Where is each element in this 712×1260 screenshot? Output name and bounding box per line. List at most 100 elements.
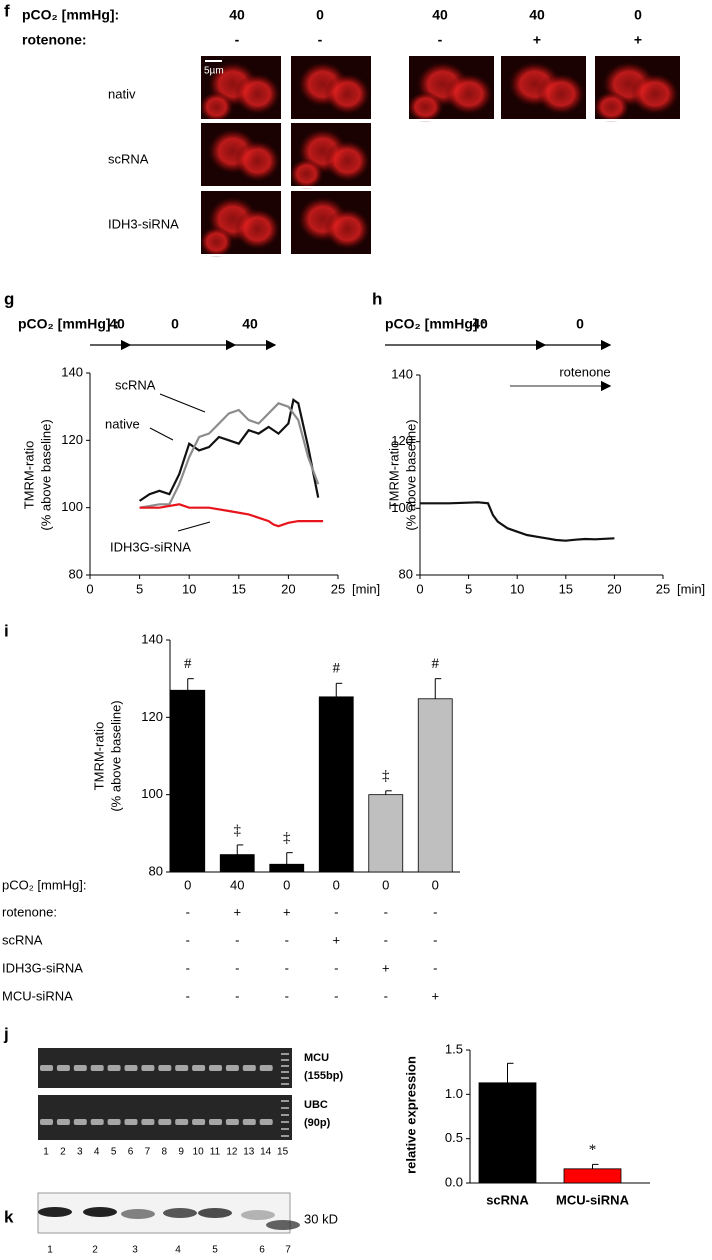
gel-band bbox=[225, 1065, 239, 1071]
lane-number: 6 bbox=[259, 1245, 265, 1256]
cell bbox=[324, 140, 371, 182]
y-axis-label: (% above baseline) bbox=[108, 700, 123, 811]
y-tick-label: 100 bbox=[61, 499, 83, 514]
lane-number: 1 bbox=[47, 1245, 53, 1256]
row-value: - bbox=[433, 960, 437, 975]
condition-value: 0 bbox=[171, 316, 179, 332]
row-value: - bbox=[433, 904, 437, 919]
gel-size: (155bp) bbox=[304, 1070, 343, 1082]
micrograph-frame bbox=[199, 54, 283, 121]
leader-line bbox=[177, 521, 211, 532]
condition-value: + bbox=[634, 32, 642, 48]
y-tick-label: 140 bbox=[61, 364, 83, 379]
lane-number: 7 bbox=[285, 1245, 291, 1256]
line-series bbox=[139, 402, 320, 509]
significance-marker: * bbox=[589, 1142, 597, 1158]
gel-band bbox=[124, 1119, 138, 1125]
bar bbox=[478, 1082, 537, 1184]
significance-marker: ‡ bbox=[283, 830, 291, 846]
x-tick-label: 20 bbox=[281, 581, 295, 596]
x-tick-label: MCU-siRNA bbox=[556, 1192, 630, 1207]
y-axis-label: TMRM-ratio bbox=[21, 441, 36, 510]
row-value: - bbox=[285, 960, 289, 975]
row-value: - bbox=[285, 988, 289, 1003]
y-tick-label: 0.5 bbox=[445, 1130, 463, 1145]
ladder-band bbox=[281, 1065, 289, 1067]
gel-band bbox=[56, 1119, 70, 1125]
condition-value: - bbox=[235, 32, 240, 48]
lane-number: 5 bbox=[111, 1147, 117, 1158]
condition-value: 0 bbox=[576, 316, 584, 332]
y-tick-label: 120 bbox=[141, 709, 163, 724]
y-tick-label: 120 bbox=[61, 432, 83, 447]
row-value: - bbox=[433, 932, 437, 947]
cell bbox=[630, 73, 680, 115]
row-value: + bbox=[431, 988, 439, 1003]
bar bbox=[318, 696, 354, 873]
cell bbox=[407, 91, 444, 123]
gel-band bbox=[90, 1065, 104, 1071]
x-axis-label: [min] bbox=[677, 581, 705, 596]
gel-band bbox=[192, 1065, 206, 1071]
significance-marker: ‡ bbox=[382, 768, 390, 784]
lane-number: 15 bbox=[277, 1147, 289, 1158]
x-tick-label: 0 bbox=[432, 877, 439, 892]
line-series bbox=[139, 503, 324, 528]
x-tick-label: 5 bbox=[465, 581, 472, 596]
scale-bar-label: 5µm bbox=[204, 66, 224, 77]
y-axis-label: TMRM-ratio bbox=[91, 722, 106, 791]
x-tick-label: 10 bbox=[510, 581, 524, 596]
row-value: - bbox=[384, 904, 388, 919]
row-value: + bbox=[382, 960, 390, 975]
y-tick-label: 80 bbox=[149, 863, 163, 878]
micrograph-frame bbox=[289, 189, 373, 256]
ladder-band bbox=[281, 1135, 289, 1137]
row-label: scRNA bbox=[108, 151, 149, 166]
condition-value: 0 bbox=[316, 7, 324, 23]
lane-number: 8 bbox=[162, 1147, 168, 1158]
row-value: + bbox=[233, 904, 241, 919]
x-tick-label: 25 bbox=[331, 581, 345, 596]
gel-size: (90p) bbox=[304, 1117, 331, 1129]
micrograph-frame bbox=[199, 189, 283, 256]
line-series bbox=[420, 501, 615, 542]
ladder-band bbox=[281, 1059, 289, 1061]
gel-label: MCU bbox=[304, 1052, 329, 1064]
condition-value: 40 bbox=[529, 7, 545, 23]
cell bbox=[536, 73, 586, 115]
condition-value: - bbox=[438, 32, 443, 48]
y-axis-label: TMRM-ratio bbox=[386, 441, 401, 510]
row-label: pCO₂ [mmHg]: bbox=[22, 7, 119, 23]
micrograph-frame bbox=[289, 54, 373, 121]
micrograph-frame bbox=[407, 54, 496, 121]
bar bbox=[269, 863, 305, 873]
y-tick-label: 0.0 bbox=[445, 1174, 463, 1189]
lane-number: 2 bbox=[60, 1147, 66, 1158]
ladder-band bbox=[281, 1121, 289, 1123]
blot-band bbox=[241, 1210, 275, 1220]
x-tick-label: 0 bbox=[382, 877, 389, 892]
y-axis-label: (% above baseline) bbox=[403, 419, 418, 530]
bar bbox=[368, 794, 404, 873]
cell bbox=[234, 140, 281, 182]
y-tick-label: 100 bbox=[141, 786, 163, 801]
x-tick-label: 10 bbox=[182, 581, 196, 596]
condition-value: - bbox=[318, 32, 323, 48]
gel-band bbox=[90, 1119, 104, 1125]
row-value: - bbox=[334, 904, 338, 919]
legend-label: IDH3G-siRNA bbox=[110, 539, 191, 554]
y-tick-label: 120 bbox=[391, 433, 413, 448]
gel-band bbox=[40, 1119, 53, 1125]
x-tick-label: 15 bbox=[232, 581, 246, 596]
ladder-band bbox=[281, 1071, 289, 1073]
blot-band bbox=[38, 1207, 72, 1217]
condition-value: 40 bbox=[242, 316, 258, 332]
cell bbox=[199, 226, 234, 258]
condition-value: 0 bbox=[634, 7, 642, 23]
row-value: - bbox=[235, 960, 239, 975]
gel-band bbox=[259, 1065, 273, 1071]
row-label: nativ bbox=[108, 86, 136, 101]
y-tick-label: 100 bbox=[391, 500, 413, 515]
x-tick-label: 25 bbox=[656, 581, 670, 596]
y-tick-label: 80 bbox=[69, 566, 83, 581]
